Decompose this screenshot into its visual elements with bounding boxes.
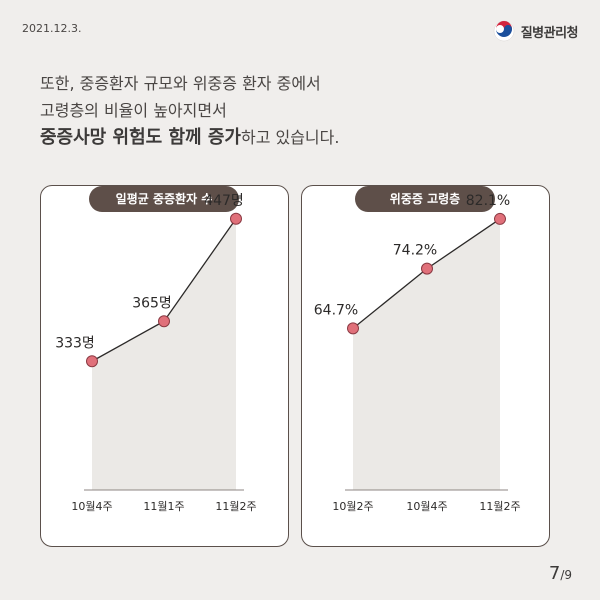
chart-card-elderly-ratio bbox=[301, 185, 550, 547]
page-total: /9 bbox=[560, 568, 572, 582]
page-indicator: 7/9 bbox=[549, 563, 572, 584]
intro-line-1: 또한, 중증환자 규모와 위중증 환자 중에서 bbox=[40, 74, 321, 93]
org-name: 질병관리청 bbox=[520, 25, 579, 41]
chart-title-elderly-ratio: 위중증 고령층 bbox=[355, 186, 495, 212]
chart-title-severe-patients: 일평균 중증환자 수 bbox=[89, 186, 239, 212]
page-current: 7 bbox=[548, 563, 561, 584]
taegeuk-icon bbox=[493, 20, 514, 42]
intro-line-2: 고령층의 비율이 높아지면서 bbox=[40, 101, 227, 120]
org-logo: 질병관리청 bbox=[493, 20, 579, 42]
intro-line-3: 중증사망 위험도 함께 증가하고 있습니다. bbox=[40, 124, 339, 151]
chart-card-severe-patients bbox=[40, 185, 289, 547]
intro-text: 또한, 중증환자 규모와 위중증 환자 중에서 고령층의 비율이 높아지면서 중… bbox=[40, 70, 339, 151]
intro-emphasis: 중증사망 위험도 함께 증가 bbox=[40, 127, 241, 148]
date-label: 2021.12.3. bbox=[22, 22, 82, 35]
intro-line-3-rest: 하고 있습니다. bbox=[240, 128, 340, 147]
